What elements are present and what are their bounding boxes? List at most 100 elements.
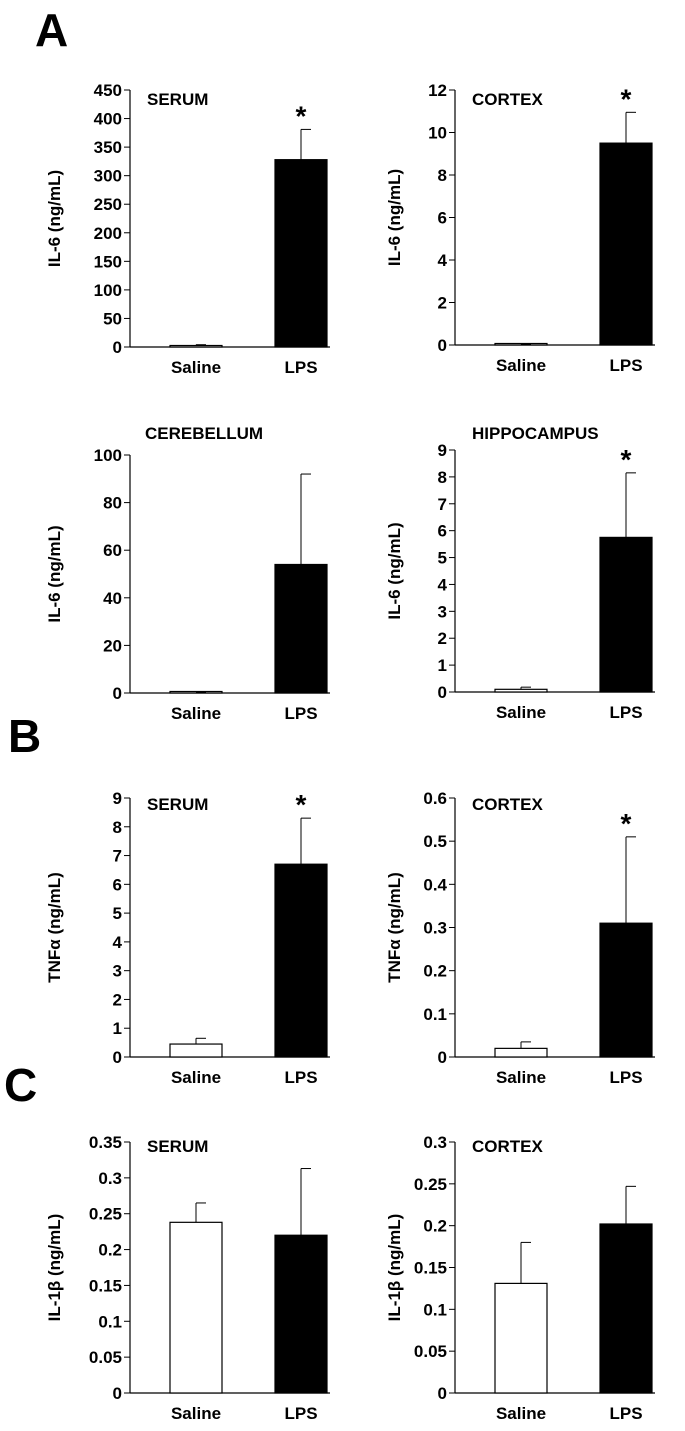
bar-lps — [274, 863, 328, 1058]
y-axis-label: IL-6 (ng/mL) — [385, 522, 404, 619]
chart-title: CORTEX — [472, 1137, 544, 1156]
y-tick-label: 450 — [94, 81, 122, 100]
chart-4: 0 1 2 3 4 5 6 7 8 9 SERUM TNFα (ng/mL) Saline LPS * — [45, 789, 330, 1087]
y-axis-label: IL-6 (ng/mL) — [45, 170, 64, 267]
y-tick-label: 0.2 — [423, 962, 447, 981]
y-tick-label: 0.2 — [98, 1241, 122, 1260]
bar-saline — [494, 1282, 548, 1394]
chart-6: 0 0.05 0.1 0.15 0.2 0.25 0.3 0.35 SERUM IL-1β (ng… — [45, 1133, 330, 1423]
y-tick-label: 0 — [113, 1384, 122, 1403]
chart-title: CORTEX — [472, 795, 544, 814]
category-label: Saline — [171, 1404, 221, 1423]
bar-lps — [274, 563, 328, 694]
bar-lps — [599, 142, 653, 346]
bar-lps — [599, 1223, 653, 1394]
y-tick-label: 7 — [113, 847, 122, 866]
y-tick-label: 0 — [438, 1384, 447, 1403]
category-label: LPS — [609, 356, 642, 375]
y-tick-label: 6 — [438, 209, 447, 228]
y-tick-label: 80 — [103, 494, 122, 513]
category-label: Saline — [171, 1068, 221, 1087]
y-tick-label: 0.3 — [423, 919, 447, 938]
y-axis-label: TNFα (ng/mL) — [45, 872, 64, 983]
y-tick-label: 0 — [113, 1048, 122, 1067]
category-label: Saline — [171, 704, 221, 723]
y-tick-label: 12 — [428, 81, 447, 100]
y-tick-label: 150 — [94, 252, 122, 271]
y-tick-label: 0.1 — [98, 1312, 122, 1331]
y-tick-label: 300 — [94, 167, 122, 186]
y-tick-label: 0 — [438, 1048, 447, 1067]
bar-lps — [599, 922, 653, 1058]
y-tick-label: 0.05 — [414, 1342, 447, 1361]
chart-title: SERUM — [147, 90, 208, 109]
bar-lps — [274, 159, 328, 348]
chart-title: HIPPOCAMPUS — [472, 424, 599, 443]
y-axis-label: IL-1β (ng/mL) — [45, 1214, 64, 1322]
y-tick-label: 4 — [438, 575, 448, 594]
y-tick-label: 3 — [113, 962, 122, 981]
y-tick-label: 1 — [113, 1019, 122, 1038]
y-tick-label: 0.5 — [423, 832, 447, 851]
y-tick-label: 400 — [94, 110, 122, 129]
bar-saline — [494, 688, 548, 693]
category-label: Saline — [496, 356, 546, 375]
y-tick-label: 5 — [438, 549, 447, 568]
category-label: Saline — [496, 1068, 546, 1087]
bar-saline — [169, 1221, 223, 1394]
y-tick-label: 100 — [94, 446, 122, 465]
y-tick-label: 5 — [113, 904, 122, 923]
y-tick-label: 20 — [103, 636, 122, 655]
y-tick-label: 0.1 — [423, 1300, 447, 1319]
y-tick-label: 6 — [113, 875, 122, 894]
y-axis-label: IL-6 (ng/mL) — [385, 169, 404, 266]
y-tick-label: 1 — [438, 656, 447, 675]
chart-title: CORTEX — [472, 90, 544, 109]
y-tick-label: 8 — [438, 468, 447, 487]
y-tick-label: 4 — [438, 251, 448, 270]
y-tick-label: 0 — [113, 338, 122, 357]
y-axis-label: IL-6 (ng/mL) — [45, 525, 64, 622]
panel-letter-c: C — [4, 1059, 37, 1111]
y-tick-label: 0 — [438, 683, 447, 702]
y-tick-label: 40 — [103, 589, 122, 608]
y-tick-label: 0.05 — [89, 1348, 122, 1367]
chart-title: SERUM — [147, 795, 208, 814]
chart-5: 0 0.1 0.2 0.3 0.4 0.5 0.6 CORTEX TNFα (ng/mL) Sal… — [385, 789, 655, 1087]
significance-marker: * — [296, 789, 307, 820]
y-axis-label: TNFα (ng/mL) — [385, 872, 404, 983]
category-label: LPS — [609, 703, 642, 722]
significance-marker: * — [621, 444, 632, 475]
y-tick-label: 0.6 — [423, 789, 447, 808]
y-tick-label: 8 — [113, 818, 122, 837]
y-tick-label: 200 — [94, 224, 122, 243]
y-tick-label: 100 — [94, 281, 122, 300]
y-tick-label: 0.25 — [89, 1205, 122, 1224]
chart-3: 0 1 2 3 4 5 6 7 8 9 HIPPOCAMPUS IL-6 (ng/mL) Saline L… — [385, 424, 655, 722]
chart-title: CEREBELLUM — [145, 424, 263, 443]
y-tick-label: 2 — [438, 294, 447, 313]
significance-marker: * — [621, 808, 632, 839]
category-label: LPS — [609, 1068, 642, 1087]
bar-lps — [274, 1234, 328, 1394]
y-tick-label: 0.3 — [423, 1133, 447, 1152]
y-tick-label: 0 — [113, 684, 122, 703]
y-tick-label: 0.15 — [89, 1276, 122, 1295]
bar-lps — [599, 536, 653, 693]
category-label: LPS — [284, 1404, 317, 1423]
category-label: Saline — [171, 358, 221, 377]
significance-marker: * — [621, 83, 632, 114]
y-tick-label: 2 — [438, 629, 447, 648]
chart-2: 0 20 40 60 80 100 CEREBELLUM IL-6 (ng/mL) Saline… — [45, 424, 330, 723]
y-tick-label: 50 — [103, 309, 122, 328]
panel-letter-a: A — [35, 4, 68, 56]
chart-title: SERUM — [147, 1137, 208, 1156]
category-label: Saline — [496, 1404, 546, 1423]
chart-0: 0 50 100 150 200 250 300 350 400 450 SERUM IL-6 (ng… — [45, 81, 330, 377]
category-label: LPS — [284, 1068, 317, 1087]
y-tick-label: 9 — [438, 441, 447, 460]
category-label: LPS — [284, 358, 317, 377]
category-label: LPS — [284, 704, 317, 723]
